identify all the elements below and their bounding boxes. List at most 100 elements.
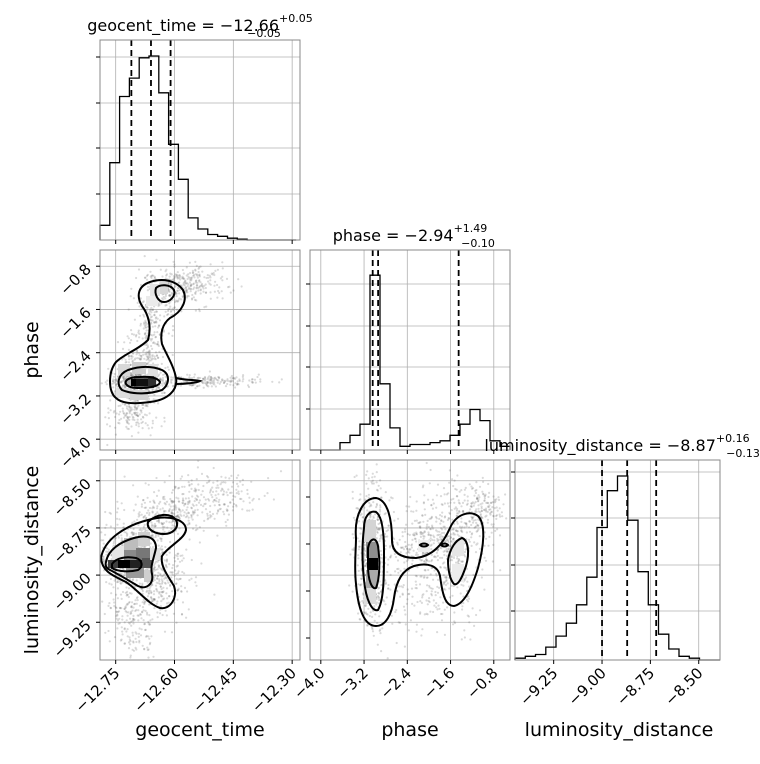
sample-point: [153, 590, 156, 593]
sample-point: [463, 629, 466, 632]
sample-point: [132, 297, 135, 300]
sample-point: [465, 598, 468, 601]
sample-point: [239, 480, 242, 483]
sample-point: [173, 500, 176, 503]
sample-point: [352, 536, 355, 540]
sample-point: [365, 482, 368, 485]
sample-point: [177, 515, 180, 519]
sample-point: [121, 358, 124, 361]
sample-point: [416, 553, 419, 556]
sample-point: [223, 380, 226, 383]
sample-point: [154, 524, 157, 528]
sample-point: [178, 281, 181, 284]
sample-point: [462, 584, 465, 587]
sample-point: [156, 317, 159, 320]
y-tick-label-luminosity-distance-0: −9.25: [50, 616, 95, 661]
sample-point: [176, 277, 179, 280]
sample-point: [455, 495, 458, 498]
sample-point: [151, 422, 154, 425]
x-tick-label-geocent-time-1: −12.60: [130, 664, 182, 716]
sample-point: [170, 511, 173, 514]
sample-point: [415, 509, 418, 512]
samples-geocent-time-vs-phase: [100, 255, 283, 447]
sample-point: [151, 583, 154, 587]
sample-point: [375, 502, 378, 506]
sample-point: [211, 377, 214, 380]
sample-point: [174, 273, 177, 276]
sample-point: [450, 559, 454, 562]
sample-point: [209, 297, 212, 300]
sample-point: [182, 499, 185, 502]
sample-point: [198, 285, 201, 289]
sample-point: [172, 278, 175, 281]
sample-point: [136, 339, 139, 343]
sample-point: [438, 536, 442, 539]
sample-point: [356, 537, 359, 540]
sample-point: [443, 553, 446, 557]
sample-point: [234, 386, 237, 389]
sample-point: [372, 515, 375, 518]
sample-point: [203, 379, 206, 382]
sample-point: [167, 510, 171, 513]
sample-point: [256, 375, 259, 379]
sample-point: [223, 503, 226, 506]
sample-point: [406, 547, 409, 551]
sample-point: [413, 604, 416, 607]
sample-point: [470, 536, 473, 539]
sample-point: [480, 509, 483, 513]
sample-point: [408, 548, 411, 551]
sample-point: [177, 487, 180, 490]
sample-point: [504, 493, 507, 496]
sample-point: [114, 577, 117, 581]
sample-point: [130, 374, 133, 377]
sample-point: [116, 500, 119, 503]
sample-point: [160, 568, 163, 571]
sample-point: [149, 589, 152, 592]
sample-point: [154, 560, 158, 563]
sample-point: [132, 618, 135, 621]
hist-panel-geocent-time: geocent_time = −12.66+0.05: [87, 12, 313, 244]
sample-point: [408, 505, 411, 508]
sample-point: [117, 610, 120, 614]
sample-point: [169, 272, 172, 275]
sample-point: [422, 576, 426, 579]
sample-point: [151, 308, 154, 312]
sample-point: [185, 288, 188, 291]
sample-point: [153, 321, 156, 324]
sample-point: [165, 565, 168, 568]
sample-point: [178, 527, 181, 530]
sample-point: [435, 572, 438, 576]
sample-point: [128, 622, 131, 625]
sample-point: [440, 547, 443, 550]
sample-point: [401, 535, 404, 538]
sample-point: [162, 373, 165, 376]
sample-point: [403, 567, 406, 570]
sample-point: [171, 524, 174, 527]
sample-point: [126, 416, 129, 419]
sample-point: [185, 616, 188, 619]
sample-point: [197, 267, 200, 270]
sample-point: [216, 534, 219, 537]
sample-point: [461, 608, 464, 611]
sample-point: [460, 489, 463, 492]
sample-point: [130, 604, 133, 608]
sample-point: [165, 559, 168, 562]
sample-point: [428, 560, 431, 563]
sample-point: [213, 498, 216, 502]
sample-point: [463, 636, 466, 639]
sample-point: [224, 385, 228, 388]
sample-point: [129, 355, 133, 358]
sample-point: [445, 568, 448, 571]
sample-point: [129, 612, 132, 615]
sample-point: [437, 533, 440, 536]
sample-point: [166, 579, 169, 582]
sample-point: [155, 354, 159, 357]
sample-point: [442, 536, 445, 539]
sample-point: [195, 478, 198, 481]
sample-point: [147, 620, 150, 624]
sample-point: [364, 565, 367, 568]
sample-point: [214, 280, 217, 283]
sample-point: [237, 490, 240, 493]
sample-point: [172, 520, 175, 523]
sample-point: [448, 511, 451, 514]
